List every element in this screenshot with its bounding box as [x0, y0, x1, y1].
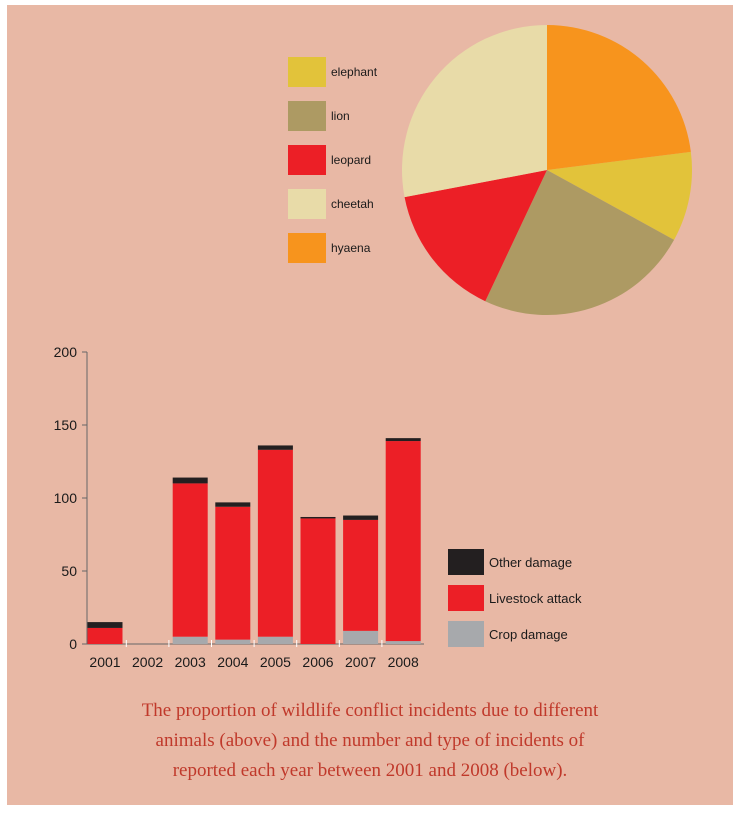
- caption-line-2: animals (above) and the number and type …: [155, 730, 585, 751]
- pie-legend-label-elephant: elephant: [331, 65, 378, 79]
- bar-2004-livestock-attack: [215, 506, 251, 640]
- x-tick-label-2004: 2004: [217, 654, 248, 670]
- bar-2005-other-damage: [257, 445, 293, 450]
- pie-legend-label-leopard: leopard: [331, 153, 371, 167]
- y-tick-label-150: 150: [54, 417, 78, 433]
- bar-legend-swatch-livestock-attack: [448, 585, 484, 611]
- bar-2005-crop-damage: [257, 636, 293, 644]
- x-tick-label-2005: 2005: [260, 654, 291, 670]
- figure-svg: elephant lion leopard cheetah hyaena 0 50 100 1…: [54, 25, 693, 670]
- y-tick-label-200: 200: [54, 344, 78, 360]
- x-tick-label-2003: 2003: [175, 654, 206, 670]
- bar-legend-swatch-crop-damage: [448, 621, 484, 647]
- pie-legend-swatch-hyaena: [288, 233, 326, 263]
- bar-2006-livestock-attack: [300, 518, 336, 644]
- bar-legend-swatch-other-damage: [448, 549, 484, 575]
- bar-2004-crop-damage: [215, 639, 251, 644]
- bar-legend-label-other-damage: Other damage: [489, 555, 572, 570]
- bar-2007-other-damage: [343, 515, 379, 520]
- x-tick-label-2007: 2007: [345, 654, 376, 670]
- pie-slice-elephant: [547, 151, 693, 240]
- pie-legend-swatch-lion: [288, 101, 326, 131]
- bar-2008-livestock-attack: [385, 441, 421, 642]
- bar-legend-label-crop-damage: Crop damage: [489, 627, 568, 642]
- bar-2005-livestock-attack: [257, 449, 293, 637]
- pie-legend-swatch-leopard: [288, 145, 326, 175]
- caption-line-3: reported each year between 2001 and 2008…: [172, 760, 568, 781]
- y-tick-label-50: 50: [61, 563, 77, 579]
- pie-legend-swatch-elephant: [288, 57, 326, 87]
- bar-2007-livestock-attack: [343, 519, 379, 631]
- bar-2003-livestock-attack: [172, 483, 208, 637]
- pie-chart: [402, 25, 693, 315]
- bar-2008-crop-damage: [385, 641, 421, 644]
- bar-2007-crop-damage: [343, 630, 379, 644]
- bar-2001-livestock-attack: [87, 627, 123, 644]
- pie-legend-label-cheetah: cheetah: [331, 197, 374, 211]
- y-tick-label-0: 0: [69, 636, 77, 652]
- pie-legend: elephant lion leopard cheetah hyaena: [288, 57, 378, 263]
- bar-chart: [87, 438, 421, 644]
- bar-chart-axes: 0 50 100 150 200 2001 2002 2003 2004 2005 2006 2007…: [54, 344, 424, 670]
- bar-2006-other-damage: [300, 516, 336, 519]
- pie-slice-lion: [485, 170, 675, 315]
- pie-legend-label-hyaena: hyaena: [331, 241, 371, 255]
- bar-2003-crop-damage: [172, 636, 208, 644]
- x-tick-label-2002: 2002: [132, 654, 163, 670]
- pie-legend-swatch-cheetah: [288, 189, 326, 219]
- pie-slice-cheetah: [402, 25, 547, 198]
- bar-legend-label-livestock-attack: Livestock attack: [489, 591, 582, 606]
- x-tick-label-2008: 2008: [388, 654, 419, 670]
- x-tick-label-2001: 2001: [89, 654, 120, 670]
- pie-legend-label-lion: lion: [331, 109, 350, 123]
- y-tick-label-100: 100: [54, 490, 78, 506]
- bar-2008-other-damage: [385, 438, 421, 442]
- pie-slice-leopard: [404, 170, 547, 302]
- bar-2001-other-damage: [87, 622, 123, 628]
- bar-2004-other-damage: [215, 502, 251, 507]
- caption-line-1: The proportion of wildlife conflict inci…: [141, 700, 599, 721]
- bar-2003-other-damage: [172, 477, 208, 484]
- bar-legend: Other damage Livestock attack Crop damage: [448, 549, 582, 647]
- x-tick-label-2006: 2006: [302, 654, 333, 670]
- pie-slice-hyaena: [547, 25, 691, 170]
- figure-caption: The proportion of wildlife conflict inci…: [0, 696, 740, 786]
